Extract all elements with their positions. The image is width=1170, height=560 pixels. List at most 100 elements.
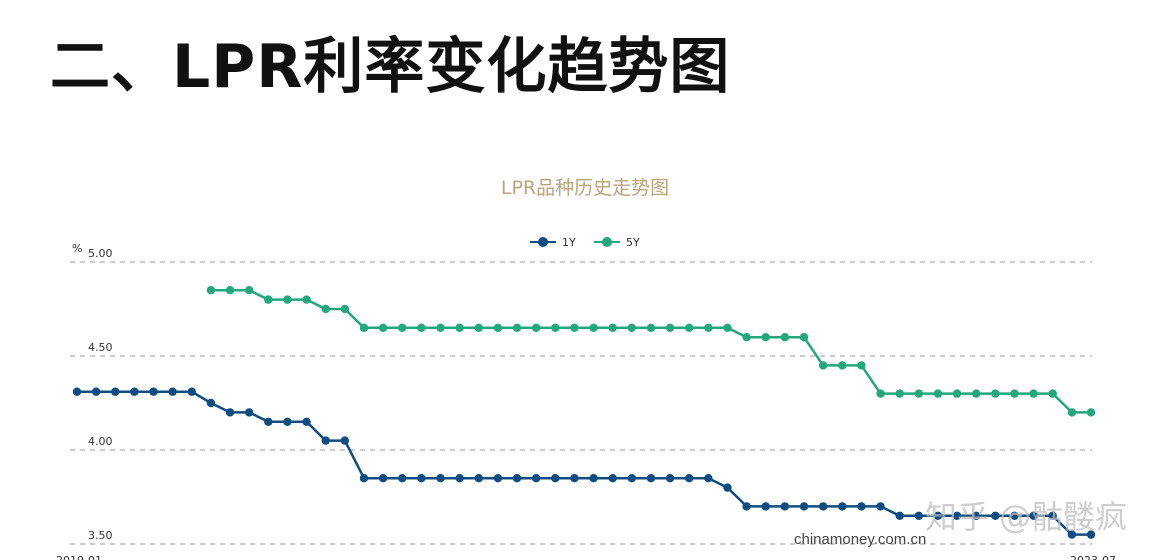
point-1Y — [723, 483, 732, 492]
point-5Y — [972, 389, 981, 398]
point-5Y — [665, 323, 675, 332]
y-tick-label: 3.50 — [88, 529, 113, 542]
point-1Y — [302, 417, 311, 426]
point-5Y — [302, 295, 311, 304]
point-5Y — [895, 389, 904, 398]
point-5Y — [704, 323, 713, 332]
point-5Y — [742, 333, 751, 342]
point-1Y — [570, 474, 579, 483]
point-1Y — [512, 474, 522, 483]
point-5Y — [436, 323, 445, 332]
point-5Y — [761, 333, 770, 342]
point-5Y — [244, 286, 254, 295]
source-credit: chinamoney.com.cn — [794, 531, 927, 548]
point-1Y — [244, 408, 254, 417]
point-1Y — [551, 474, 560, 483]
point-5Y — [359, 323, 369, 332]
chart-axes: 5.00 4.50 4.00 3.50% 2019-01 2023-07 — [56, 242, 1116, 560]
point-1Y — [1086, 530, 1096, 539]
point-5Y — [876, 389, 885, 398]
y-tick-label: 4.00 — [88, 435, 113, 448]
point-1Y — [685, 474, 694, 483]
point-1Y — [838, 502, 847, 511]
x-tick-label-end: 2023-07 — [1070, 554, 1116, 560]
point-5Y — [914, 389, 924, 398]
point-1Y — [436, 474, 445, 483]
point-5Y — [857, 361, 866, 370]
point-1Y — [264, 417, 273, 426]
point-5Y — [838, 361, 847, 370]
point-5Y — [991, 389, 1000, 398]
point-5Y — [780, 333, 790, 342]
point-1Y — [799, 502, 809, 511]
point-5Y — [589, 323, 598, 332]
point-1Y — [646, 474, 656, 483]
point-5Y — [378, 323, 388, 332]
chart-grid — [70, 261, 1092, 545]
point-5Y — [1067, 408, 1077, 417]
point-1Y — [206, 398, 216, 408]
point-1Y — [627, 474, 637, 483]
point-5Y — [474, 323, 483, 332]
point-1Y — [168, 387, 177, 396]
point-5Y — [398, 323, 407, 332]
point-1Y — [531, 474, 541, 483]
legend-marker-1Y — [538, 237, 548, 247]
point-1Y — [1029, 511, 1038, 520]
point-5Y — [627, 323, 637, 332]
x-tick-label-start: 2019-01 — [56, 554, 102, 560]
point-5Y — [206, 286, 216, 295]
point-5Y — [933, 389, 943, 398]
point-1Y — [321, 436, 330, 445]
point-1Y — [111, 387, 120, 396]
point-5Y — [952, 389, 962, 398]
point-1Y — [130, 387, 139, 396]
point-5Y — [685, 323, 694, 332]
legend-label-5Y: 5Y — [626, 236, 640, 249]
point-5Y — [551, 323, 560, 332]
point-1Y — [665, 474, 675, 483]
point-1Y — [933, 511, 943, 520]
point-1Y — [914, 511, 924, 520]
point-1Y — [359, 474, 369, 483]
point-1Y — [608, 474, 617, 483]
point-1Y — [187, 387, 196, 396]
point-5Y — [1086, 408, 1096, 417]
point-1Y — [972, 511, 981, 520]
point-1Y — [340, 436, 350, 445]
point-1Y — [895, 511, 904, 520]
point-1Y — [742, 502, 751, 511]
point-5Y — [340, 304, 350, 314]
legend-marker-5Y — [602, 237, 612, 247]
point-5Y — [723, 323, 732, 332]
point-1Y — [283, 417, 292, 426]
point-1Y — [991, 511, 1000, 520]
point-5Y — [283, 295, 292, 304]
watermark: 知乎 @骷髅疯 — [925, 498, 1128, 536]
point-1Y — [91, 387, 101, 396]
page-title: 二、LPR利率变化趋势图 — [50, 32, 731, 102]
point-1Y — [1010, 511, 1019, 520]
point-1Y — [952, 511, 962, 520]
point-1Y — [149, 387, 158, 396]
point-1Y — [589, 474, 598, 483]
point-5Y — [225, 286, 235, 295]
point-1Y — [417, 474, 426, 483]
y-axis-unit: % — [72, 242, 82, 255]
point-1Y — [225, 408, 235, 417]
y-tick-label: 5.00 — [88, 247, 113, 260]
point-5Y — [417, 323, 426, 332]
point-5Y — [455, 323, 464, 332]
point-1Y — [818, 502, 828, 511]
point-1Y — [493, 474, 503, 483]
point-5Y — [646, 323, 656, 332]
point-1Y — [857, 502, 866, 511]
chart-series — [72, 286, 1096, 539]
y-tick-label: 4.50 — [88, 341, 113, 354]
point-5Y — [570, 323, 579, 332]
point-1Y — [455, 474, 464, 483]
legend-label-1Y: 1Y — [562, 236, 576, 249]
point-1Y — [1048, 511, 1057, 520]
point-1Y — [761, 502, 770, 511]
